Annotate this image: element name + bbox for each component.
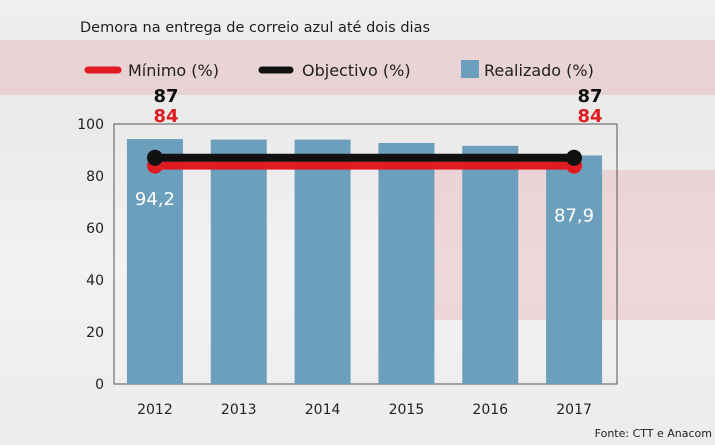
bar-value-labels: 94,2 87,9 xyxy=(135,189,594,226)
chart-title: Demora na entrega de correio azul até do… xyxy=(80,20,430,36)
legend-item-minimo: Mínimo (%) xyxy=(84,61,219,80)
callout-left-minimo: 84 xyxy=(153,106,178,127)
x-axis: 2012 2013 2014 2015 2016 2017 xyxy=(137,402,592,418)
x-tick-label: 2014 xyxy=(305,402,341,418)
y-tick-label: 60 xyxy=(86,221,104,237)
bar-label-2012: 94,2 xyxy=(135,189,175,210)
y-axis: 0 20 40 60 80 100 xyxy=(77,117,104,393)
callout-right-minimo: 84 xyxy=(577,106,602,127)
plot-frame xyxy=(113,123,618,385)
legend-label-realizado: Realizado (%) xyxy=(484,61,594,80)
bars-realizado xyxy=(126,139,603,384)
y-tick-label: 0 xyxy=(95,377,104,393)
y-tick-label: 100 xyxy=(77,117,104,133)
point-objectivo-2012 xyxy=(147,149,163,166)
legend-swatch-realizado xyxy=(461,60,479,78)
y-tick-label: 40 xyxy=(86,273,104,289)
bar-2015 xyxy=(378,142,435,384)
legend-item-objectivo: Objectivo (%) xyxy=(258,61,411,80)
y-tick-label: 20 xyxy=(86,325,104,341)
y-tick-label: 80 xyxy=(86,169,104,185)
legend-label-minimo: Mínimo (%) xyxy=(128,61,219,80)
callout-left: 87 84 xyxy=(153,86,178,127)
callout-right-objectivo: 87 xyxy=(577,86,602,107)
bar-2016 xyxy=(462,145,519,384)
callout-left-objectivo: 87 xyxy=(153,86,178,107)
bar-2012 xyxy=(126,139,183,384)
x-tick-label: 2016 xyxy=(472,402,508,418)
source-note: Fonte: CTT e Anacom xyxy=(595,427,712,440)
callout-right: 87 84 xyxy=(577,86,602,127)
x-tick-label: 2017 xyxy=(556,402,592,418)
x-tick-label: 2013 xyxy=(221,402,257,418)
x-tick-label: 2012 xyxy=(137,402,173,418)
reference-lines xyxy=(147,149,582,174)
bar-2014 xyxy=(294,139,351,384)
bar-2017 xyxy=(546,155,603,384)
legend-item-realizado: Realizado (%) xyxy=(461,60,594,80)
legend-label-objectivo: Objectivo (%) xyxy=(302,61,411,80)
x-tick-label: 2015 xyxy=(389,402,425,418)
bar-2013 xyxy=(210,139,267,384)
bar-label-2017: 87,9 xyxy=(554,205,594,226)
legend: Mínimo (%) Objectivo (%) Realizado (%) xyxy=(84,60,594,80)
point-objectivo-2017 xyxy=(566,149,582,166)
